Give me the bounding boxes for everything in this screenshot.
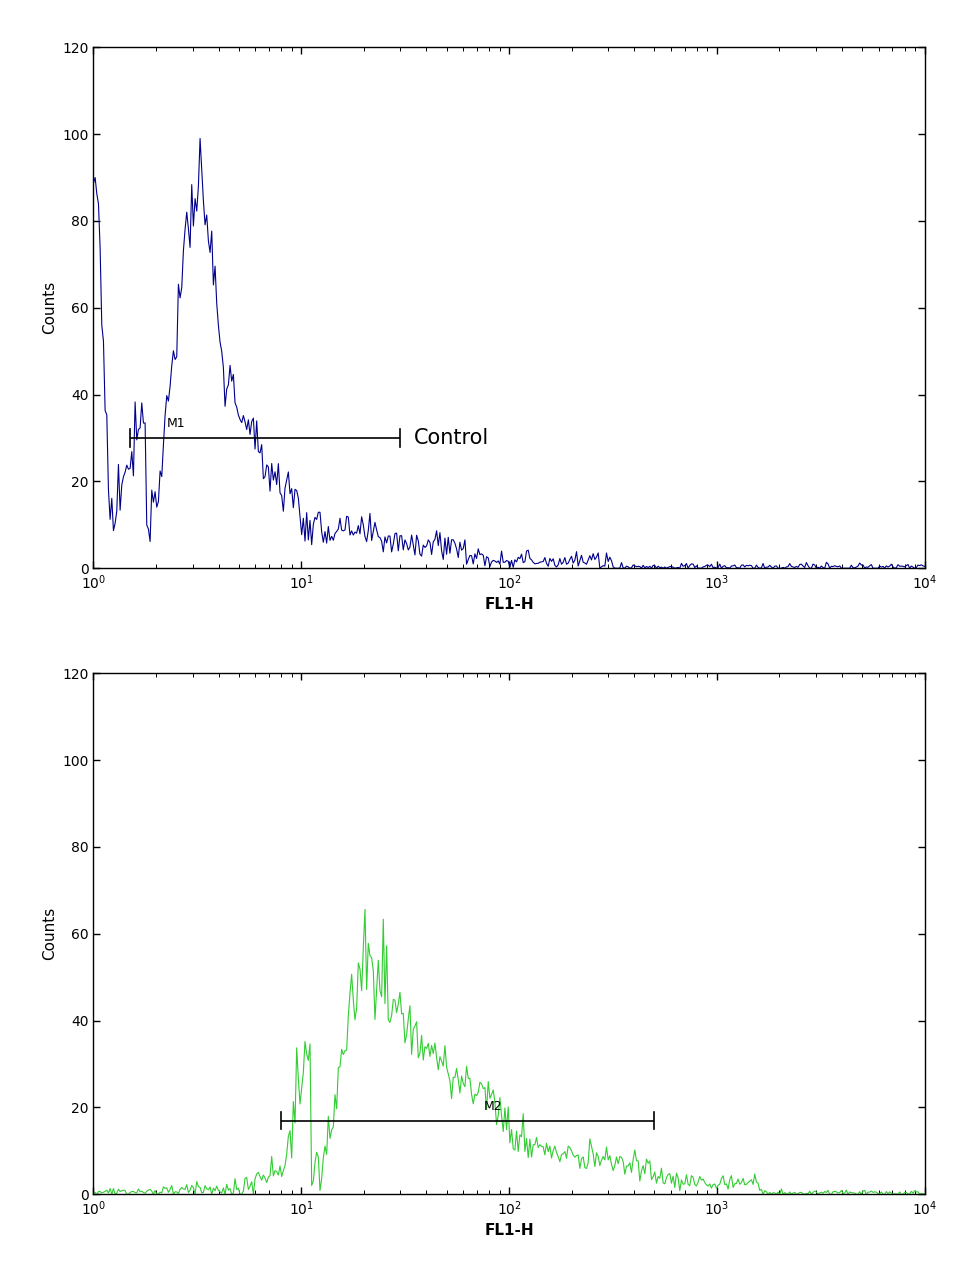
Y-axis label: Counts: Counts xyxy=(42,282,57,334)
Y-axis label: Counts: Counts xyxy=(42,908,57,960)
Text: M2: M2 xyxy=(484,1100,503,1112)
Text: M1: M1 xyxy=(166,417,185,430)
Text: Control: Control xyxy=(414,428,489,448)
X-axis label: FL1-H: FL1-H xyxy=(484,598,533,612)
X-axis label: FL1-H: FL1-H xyxy=(484,1224,533,1238)
